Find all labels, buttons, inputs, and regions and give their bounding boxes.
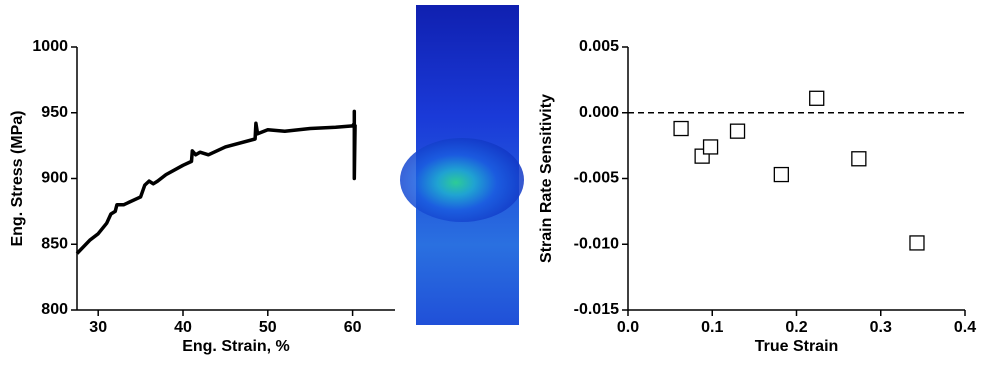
figure: 30 40 50 60 800 850 900 950 1000 Eng. Strain, % En… (0, 0, 989, 368)
y-axis-label: Strain Rate Sensitivity (538, 94, 555, 263)
x-axis-label: Eng. Strain, % (182, 338, 290, 355)
x-tick-label: 0.2 (785, 319, 807, 336)
data-point (910, 236, 924, 250)
data-point (852, 152, 866, 166)
x-tick-label: 60 (344, 319, 362, 336)
y-tick-label: 0.005 (579, 38, 619, 55)
x-tick-label: 0.4 (954, 319, 976, 336)
data-point (774, 168, 788, 182)
y-tick-label: 900 (41, 170, 68, 187)
data-point (674, 122, 688, 136)
data-point (810, 91, 824, 105)
y-tick-label: 1000 (32, 38, 68, 55)
x-tick-label: 0.3 (870, 319, 892, 336)
x-tick-label: 50 (259, 319, 277, 336)
x-tick-label: 40 (174, 319, 192, 336)
y-tick-label: -0.010 (574, 235, 619, 252)
y-tick-label: 950 (41, 104, 68, 121)
y-tick-label: 0.000 (579, 104, 619, 121)
data-line (77, 111, 355, 253)
y-axis-label: Eng. Stress (MPa) (9, 110, 26, 246)
y-tick-label: 800 (41, 301, 68, 318)
strain-hotspot (400, 138, 524, 222)
x-tick-label: 0.1 (701, 319, 723, 336)
x-tick-label: 0.0 (617, 319, 639, 336)
x-tick-label: 30 (89, 319, 107, 336)
data-point (704, 140, 718, 154)
x-axis-label: True Strain (755, 338, 839, 355)
y-tick-label: -0.015 (574, 301, 619, 318)
data-point (731, 124, 745, 138)
y-tick-label: 850 (41, 235, 68, 252)
y-tick-label: -0.005 (574, 170, 619, 187)
